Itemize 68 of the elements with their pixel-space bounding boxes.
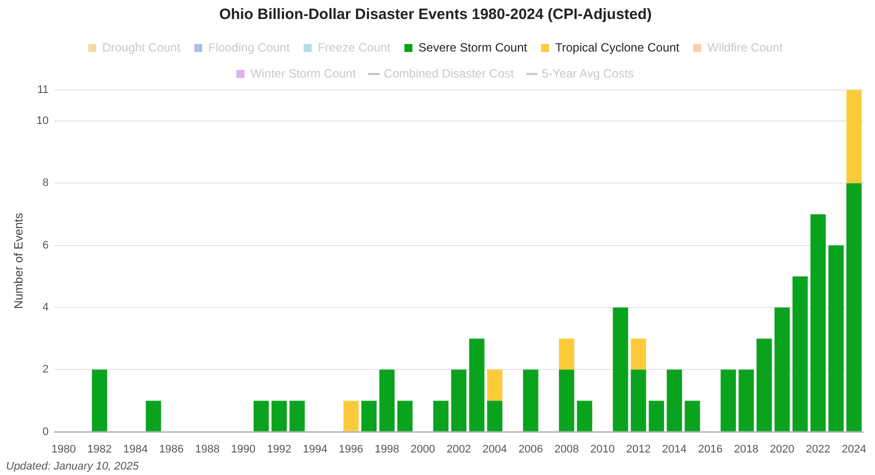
- x-tick-label: 2024: [842, 443, 866, 456]
- bar: [433, 400, 448, 432]
- bar: [254, 400, 269, 432]
- x-tick-label: 2002: [446, 443, 472, 456]
- bar: [487, 370, 502, 401]
- y-tick-label: 6: [42, 239, 49, 252]
- bar: [92, 370, 108, 432]
- chart-title: Ohio Billion-Dollar Disaster Events 1980-2024 (CPI-Adjusted): [219, 6, 652, 24]
- bar: [828, 245, 844, 432]
- bar: [630, 338, 646, 370]
- bar: [558, 370, 574, 432]
- x-tick-label: 2010: [590, 443, 615, 456]
- x-tick-label: 1986: [159, 443, 184, 456]
- x-tick-label: 1982: [87, 443, 112, 456]
- bar: [792, 276, 808, 432]
- x-tick-label: 1980: [51, 443, 76, 456]
- x-tick-label: 1990: [231, 443, 256, 456]
- x-tick-label: 2004: [482, 443, 507, 456]
- legend-label: Tropical Cyclone Count: [555, 40, 680, 54]
- x-tick-label: 2018: [734, 443, 758, 456]
- bar: [738, 370, 754, 432]
- bar: [684, 400, 700, 432]
- bar: [756, 338, 772, 432]
- x-tick-label: 2020: [770, 443, 794, 456]
- bar: [290, 400, 305, 432]
- y-tick-label: 4: [42, 302, 49, 314]
- bar: [361, 400, 377, 432]
- bar: [720, 370, 736, 432]
- bar: [774, 308, 790, 432]
- y-tick-label: 8: [42, 177, 49, 190]
- x-tick-label: 1994: [302, 443, 328, 456]
- legend-label: Severe Storm Count: [418, 40, 528, 54]
- y-axis-title: Number of Events: [12, 212, 26, 309]
- y-tick-label: 11: [37, 84, 49, 96]
- bar: [379, 370, 395, 432]
- bar: [846, 90, 862, 184]
- bar: [666, 370, 682, 432]
- y-tick-label: 10: [36, 115, 49, 128]
- x-tick-label: 2012: [626, 443, 651, 456]
- bar: [487, 400, 502, 432]
- y-tick-label: 2: [42, 364, 49, 376]
- bar: [451, 370, 466, 432]
- bar: [612, 308, 628, 432]
- x-tick-label: 2022: [806, 443, 830, 456]
- x-tick-label: 1988: [195, 443, 220, 456]
- bar: [846, 183, 862, 432]
- x-tick-label: 1992: [266, 443, 292, 456]
- x-tick-label: 2000: [410, 443, 436, 456]
- text: Updated: January 10, 2025: [6, 460, 140, 473]
- x-tick-label: 1998: [374, 443, 400, 456]
- bar: [648, 400, 664, 432]
- bar: [343, 400, 359, 432]
- bar: [810, 214, 826, 432]
- bar: [397, 400, 413, 432]
- bar: [558, 338, 574, 370]
- x-tick-label: 2014: [662, 443, 687, 456]
- x-tick-label: 2016: [698, 443, 723, 456]
- x-tick-label: 1996: [338, 443, 364, 456]
- bar: [523, 370, 538, 432]
- bar: [272, 400, 287, 432]
- bar: [469, 338, 484, 432]
- bar: [146, 400, 162, 432]
- bar: [630, 370, 646, 432]
- x-tick-label: 2008: [554, 443, 579, 456]
- x-tick-label: 2006: [518, 443, 543, 456]
- x-tick-label: 1984: [123, 443, 148, 456]
- y-tick-label: 0: [42, 426, 49, 438]
- bar: [576, 400, 592, 432]
